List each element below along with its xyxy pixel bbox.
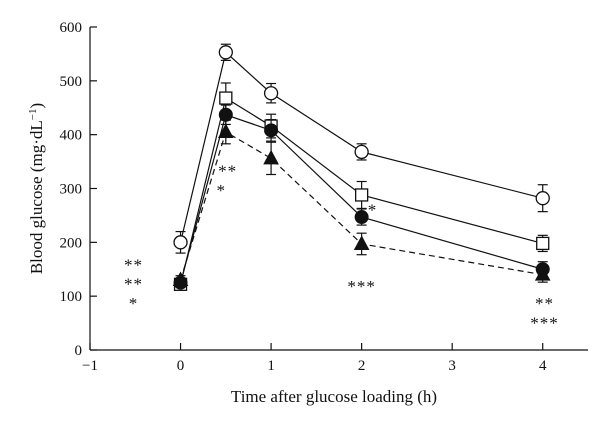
data-point bbox=[536, 236, 550, 251]
x-tick-label: 3 bbox=[448, 358, 456, 374]
y-tick-label: 300 bbox=[60, 182, 83, 198]
series-open-circle bbox=[173, 43, 550, 254]
data-point bbox=[263, 86, 279, 101]
x-axis-title: Time after glucose loading (h) bbox=[231, 387, 437, 406]
x-tick-label: 1 bbox=[267, 358, 275, 374]
y-axis-title-close: ) bbox=[27, 103, 46, 109]
significance-star: ** bbox=[124, 275, 143, 294]
data-point bbox=[219, 91, 233, 105]
data-point bbox=[217, 123, 234, 138]
significance-star: *** bbox=[347, 277, 376, 296]
significance-star: ** bbox=[535, 294, 554, 313]
x-tick-label: 2 bbox=[358, 358, 366, 374]
y-tick-label: 400 bbox=[60, 128, 83, 144]
series-filled-triangle bbox=[172, 119, 551, 287]
data-point bbox=[534, 266, 551, 281]
y-tick-label: 600 bbox=[60, 20, 83, 36]
x-tick-label: −1 bbox=[82, 358, 98, 374]
y-axis-title: Blood glucose (mg·dL−1) bbox=[27, 103, 46, 274]
y-tick-label: 200 bbox=[60, 235, 83, 251]
data-point bbox=[263, 149, 279, 165]
data-point bbox=[354, 188, 369, 202]
data-point bbox=[173, 235, 188, 250]
y-tick-label: 100 bbox=[60, 289, 83, 305]
data-point bbox=[218, 107, 233, 122]
y-axis-title-superscript: −1 bbox=[27, 109, 39, 121]
data-point bbox=[354, 144, 369, 160]
significance-annotations: ***************** bbox=[124, 162, 559, 333]
significance-star: ** bbox=[124, 255, 143, 274]
significance-star: * bbox=[129, 294, 139, 313]
series-layer bbox=[172, 43, 551, 291]
x-tick-label: 4 bbox=[539, 358, 547, 374]
data-point bbox=[218, 45, 233, 60]
data-point bbox=[354, 210, 369, 225]
significance-star: *** bbox=[530, 313, 559, 332]
y-tick-label: 500 bbox=[60, 74, 83, 90]
data-point bbox=[535, 191, 550, 206]
data-point bbox=[172, 271, 189, 287]
y-axis-title-main: Blood glucose (mg·dL bbox=[27, 120, 46, 274]
significance-star: * bbox=[217, 181, 227, 200]
significance-star: * bbox=[368, 200, 378, 219]
x-tick-label: 0 bbox=[177, 358, 185, 374]
y-tick-label: 0 bbox=[75, 343, 83, 359]
data-point bbox=[264, 123, 279, 138]
series-line bbox=[179, 131, 543, 281]
significance-star: ** bbox=[218, 162, 237, 181]
data-point bbox=[353, 235, 370, 250]
